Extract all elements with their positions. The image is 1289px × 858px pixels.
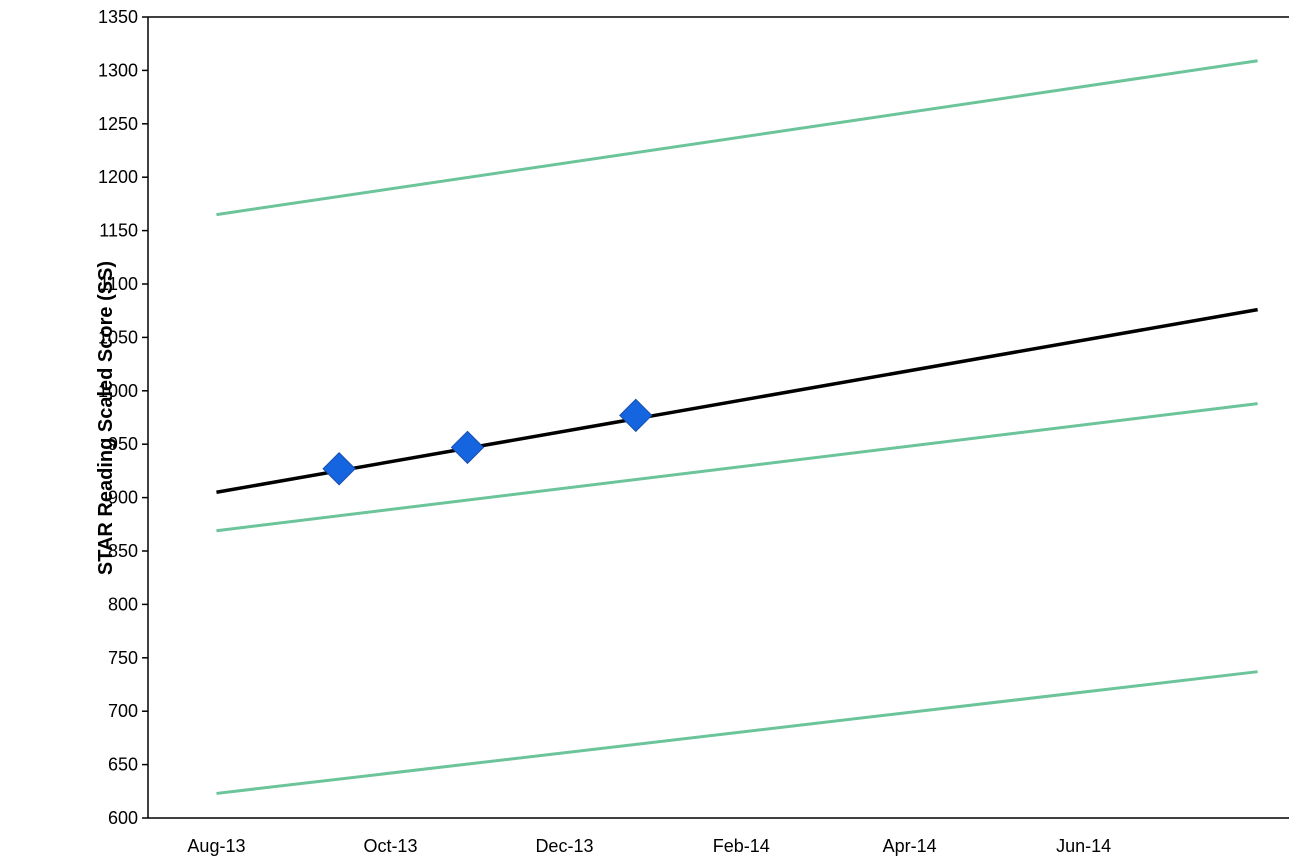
y-tick-label: 1150: [99, 221, 138, 241]
x-axis-ticks: Aug-13 Oct-13 Dec-13 Feb-14 Apr-14 Jun-14: [187, 836, 1111, 856]
y-tick-label: 650: [108, 755, 138, 775]
score-point-marker: [450, 430, 485, 465]
score-point-marker: [619, 398, 653, 433]
y-tick-label: 850: [108, 541, 138, 561]
y-tick-label: 700: [108, 701, 138, 721]
goal-line-1: [216, 402, 1258, 533]
y-tick-label: 1200: [98, 167, 138, 187]
marker-layer: [322, 398, 653, 486]
score-point-marker: [322, 452, 356, 486]
y-tick-label: 1350: [98, 7, 138, 27]
y-axis-ticks: 600 650 700 750 800 850 900 950 1000 1050 1100 1150…: [98, 7, 148, 828]
y-axis-title: STAR Reading Scaled Score (SS): [95, 261, 117, 575]
x-tick-label: Aug-13: [187, 836, 245, 856]
y-tick-label: 1100: [99, 274, 138, 294]
goal-line-2: [216, 670, 1258, 795]
y-tick-label: 900: [108, 488, 138, 508]
goal-line-0: [216, 59, 1258, 217]
trend-line: [216, 307, 1258, 494]
axes-layer: [147, 16, 1289, 819]
series-layer: [216, 59, 1258, 795]
y-tick-label: 750: [108, 648, 138, 668]
x-tick-label: Apr-14: [883, 836, 937, 856]
x-tick-label: Dec-13: [535, 836, 593, 856]
y-tick-label: 1000: [98, 381, 138, 401]
x-tick-label: Oct-13: [363, 836, 417, 856]
y-tick-label: 1050: [98, 327, 138, 347]
x-tick-label: Jun-14: [1056, 836, 1111, 856]
x-tick-label: Feb-14: [713, 836, 770, 856]
y-tick-label: 1300: [98, 60, 138, 80]
y-tick-label: 600: [108, 808, 138, 828]
y-tick-label: 950: [108, 434, 138, 454]
y-tick-label: 800: [108, 594, 138, 614]
y-tick-label: 1250: [98, 114, 138, 134]
